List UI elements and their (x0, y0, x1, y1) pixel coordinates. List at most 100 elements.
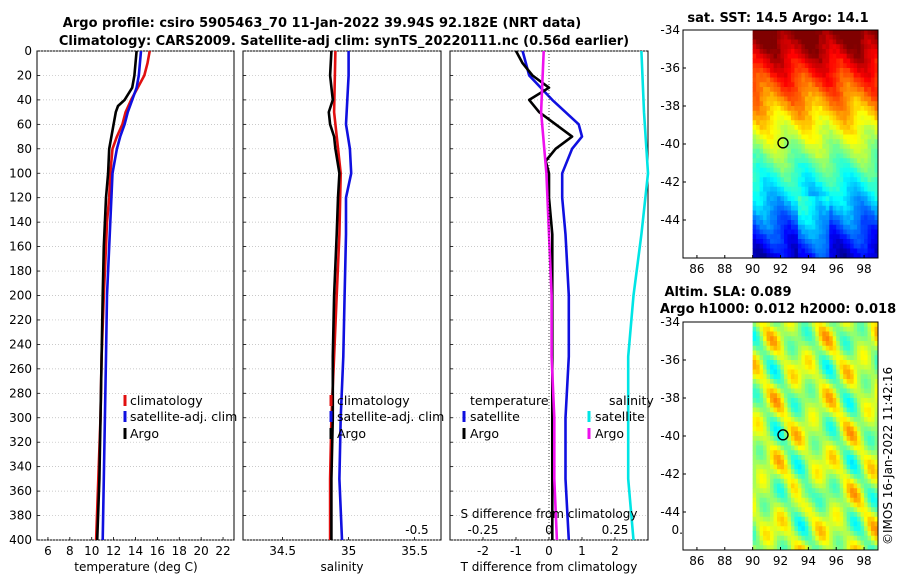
map-cell (777, 379, 781, 385)
map-cell (759, 196, 764, 202)
map-cell (794, 369, 799, 375)
map-cell (836, 360, 841, 366)
map-cell (839, 220, 844, 226)
map-cell (787, 421, 792, 427)
map-cell (874, 459, 878, 465)
map-cell (836, 431, 841, 437)
map-cell (794, 459, 799, 465)
map-cell (825, 364, 830, 370)
map-cell (864, 383, 868, 389)
map-cell (864, 248, 868, 254)
map-cell (846, 464, 851, 470)
map-cell (843, 483, 848, 489)
map-cell (850, 445, 855, 451)
map-cell (766, 148, 771, 154)
map-cell (871, 125, 875, 131)
map-cell (815, 531, 820, 537)
map-cell (794, 243, 799, 249)
map-cell (857, 153, 861, 159)
map-cell (822, 182, 827, 188)
map-cell (794, 483, 799, 489)
map-cell (752, 191, 757, 197)
map-cell (770, 148, 774, 154)
map-cell (829, 322, 834, 328)
map-cell (773, 355, 778, 361)
map-cell (815, 516, 820, 522)
map-cell (752, 210, 757, 216)
map-cell (815, 402, 820, 408)
map-cell (832, 398, 837, 404)
map-cell (832, 30, 837, 36)
map-cell (860, 39, 865, 45)
map-cell (783, 388, 788, 394)
map-cell (797, 167, 802, 173)
map-cell (763, 34, 767, 40)
map-cell (790, 497, 795, 503)
map-cell (874, 355, 878, 361)
map-cell (850, 68, 855, 74)
map-cell (752, 469, 757, 475)
map-cell (864, 369, 868, 375)
map-cell (836, 53, 841, 59)
map-cell (794, 350, 799, 356)
map-cell (794, 158, 799, 164)
map-cell (829, 248, 834, 254)
map-cell (777, 483, 781, 489)
map-cell (846, 322, 851, 328)
map-cell (874, 205, 878, 211)
map-cell (752, 91, 757, 97)
map-cell (846, 172, 851, 178)
map-cell (853, 436, 858, 442)
map-cell (867, 345, 872, 351)
map-cell (790, 459, 795, 465)
map-cell (770, 82, 774, 88)
map-cell (777, 469, 781, 475)
map-cell (773, 30, 778, 36)
map-cell (808, 186, 813, 192)
map-cell (780, 201, 785, 207)
map-cell (818, 172, 823, 178)
map-cell (818, 205, 823, 211)
map-cell (790, 239, 795, 245)
map-cell (780, 336, 785, 342)
map-cell (777, 205, 781, 211)
map-cell (853, 144, 858, 150)
map-cell (864, 44, 868, 50)
map-cell (763, 44, 767, 50)
map-cell (836, 445, 841, 451)
map-cell (843, 445, 848, 451)
map-cell (763, 326, 767, 332)
map-cell (794, 96, 799, 102)
map-cell (780, 77, 785, 83)
map-cell (790, 39, 795, 45)
map-cell (843, 331, 848, 337)
map-cell (822, 360, 827, 366)
map-cell (846, 326, 851, 332)
map-cell (797, 516, 802, 522)
map-cell (818, 345, 823, 351)
map-cell (763, 331, 767, 337)
map-cell (871, 243, 875, 249)
map-cell (836, 412, 841, 418)
map-cell (770, 239, 774, 245)
map-cell (874, 502, 878, 508)
map-cell (867, 388, 872, 394)
map-cell (801, 39, 806, 45)
map-cell (759, 493, 764, 499)
map-cell (825, 469, 830, 475)
map-cell (822, 243, 827, 249)
map-cell (836, 440, 841, 446)
map-cell (815, 545, 820, 550)
map-cell (836, 196, 841, 202)
map-cell (853, 464, 858, 470)
map-cell (763, 497, 767, 503)
map-cell (777, 445, 781, 451)
map-cell (871, 163, 875, 169)
map-cell (783, 177, 788, 183)
map-cell (783, 540, 788, 546)
map-cell (829, 120, 834, 126)
map-cell (759, 148, 764, 154)
map-cell (763, 450, 767, 456)
map-cell (815, 68, 820, 74)
map-cell (794, 148, 799, 154)
